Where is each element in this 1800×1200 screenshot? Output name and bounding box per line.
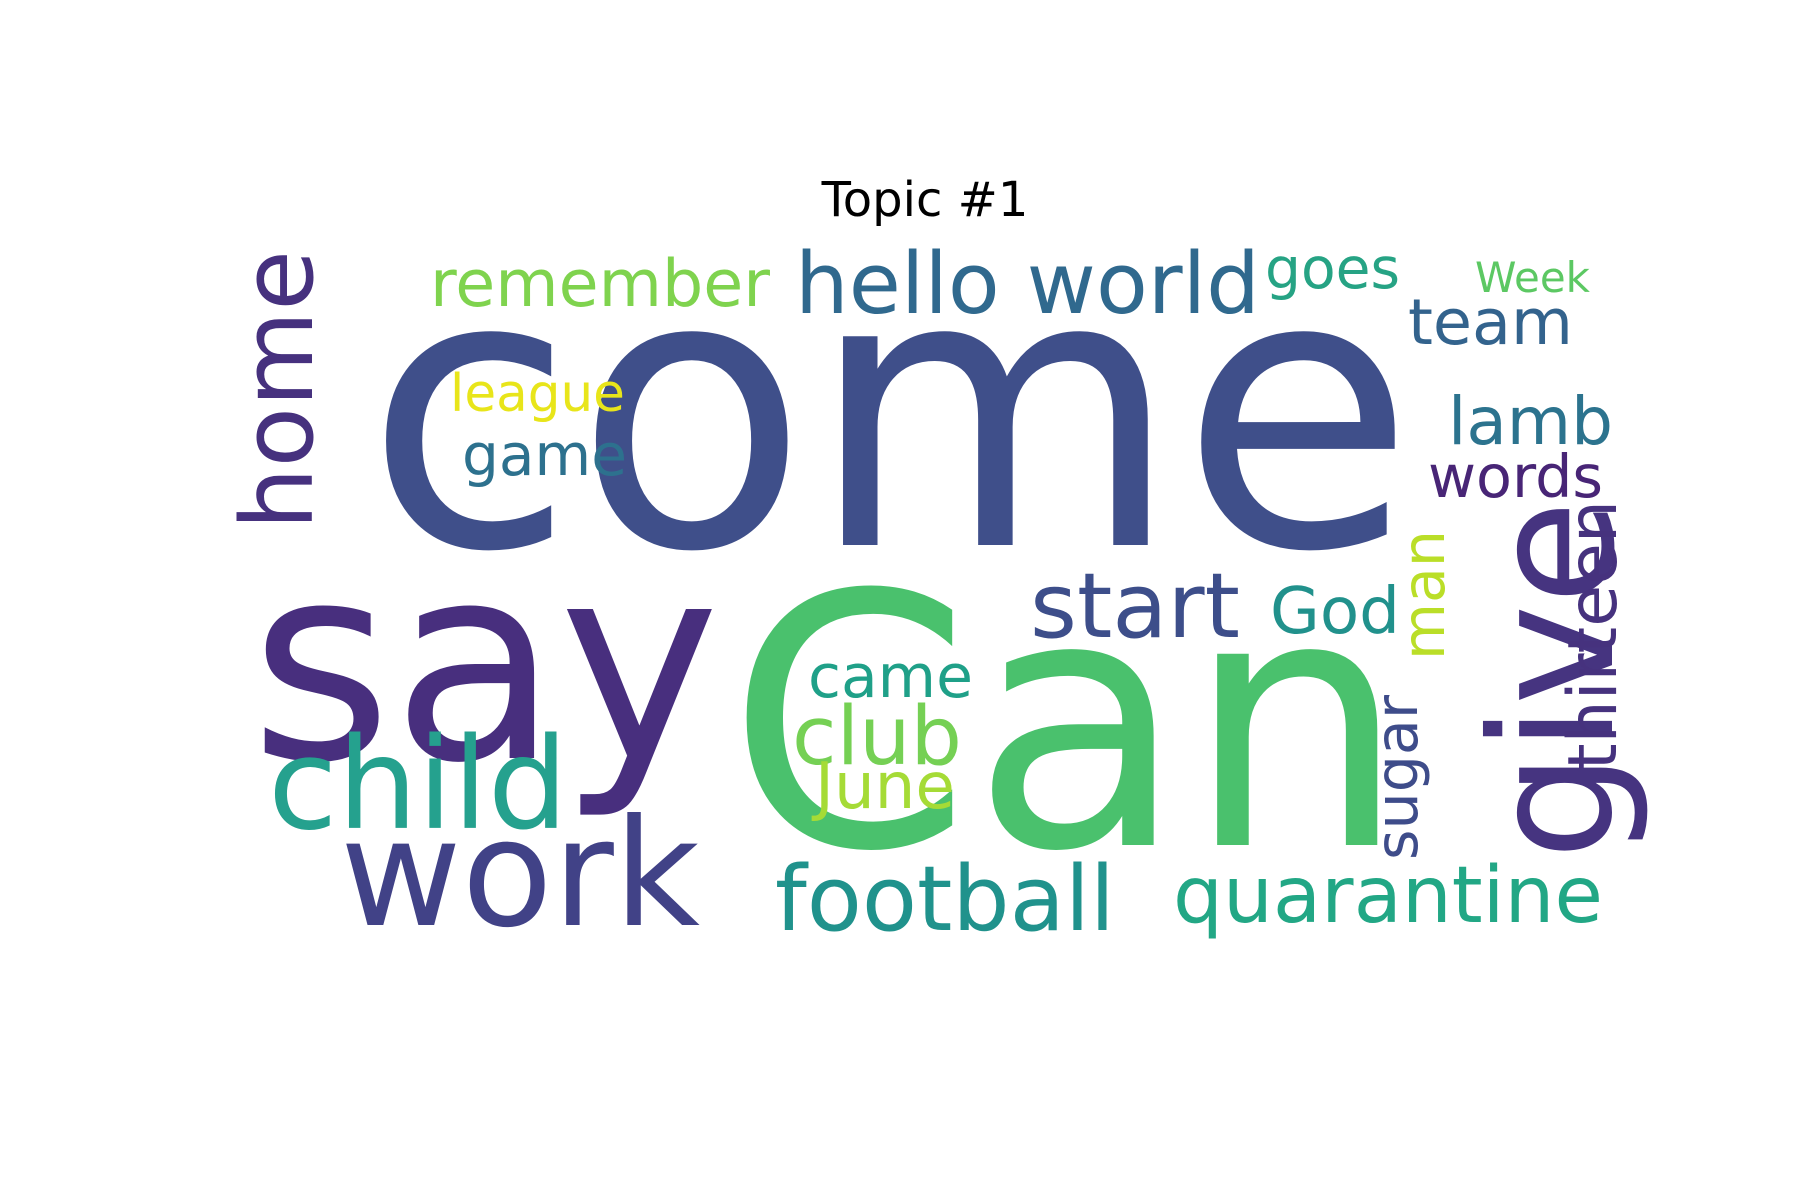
cloud-word-work: work: [340, 787, 700, 961]
cloud-word-man: man: [1390, 530, 1458, 660]
cloud-word-lamb: lamb: [1448, 383, 1613, 461]
cloud-word-club: club: [792, 689, 962, 784]
cloud-word-team: team: [1408, 284, 1573, 359]
cloud-word-remember: remember: [430, 246, 770, 322]
cloud-word-league: league: [450, 364, 625, 425]
cloud-word-sugar: sugar: [1363, 695, 1431, 860]
cloud-word-can: Can: [727, 521, 1407, 929]
figure-title: Topic #1: [821, 172, 1029, 228]
cloud-word-hello-world: hello world: [795, 234, 1260, 334]
cloud-word-came: came: [808, 641, 973, 712]
cloud-word-god: God: [1270, 574, 1400, 650]
cloud-word-child: child: [268, 710, 568, 858]
cloud-word-thirteen: thirteen: [1554, 500, 1633, 770]
cloud-word-start: start: [1030, 554, 1240, 660]
cloud-word-words: words: [1428, 442, 1603, 512]
cloud-word-june: June: [815, 749, 955, 825]
cloud-word-football: football: [775, 846, 1115, 952]
cloud-word-goes: goes: [1265, 236, 1400, 303]
cloud-word-say: say: [250, 505, 720, 823]
cloud-word-quarantine: quarantine: [1173, 848, 1603, 941]
cloud-word-game: game: [462, 420, 627, 489]
cloud-word-week: Week: [1475, 252, 1590, 302]
cloud-word-home: home: [221, 250, 336, 530]
cloud-word-come: come: [365, 192, 1415, 637]
